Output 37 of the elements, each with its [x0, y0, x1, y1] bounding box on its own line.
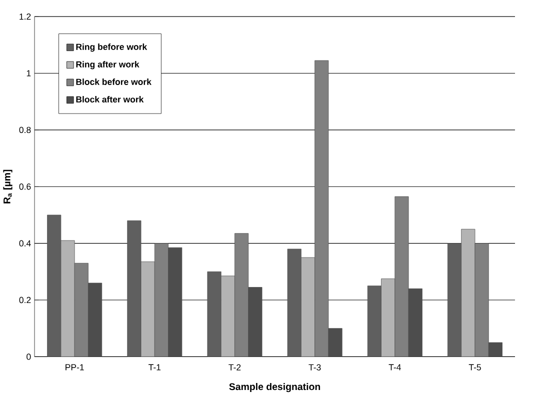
bar [140, 261, 155, 357]
bar [447, 243, 462, 357]
bar [314, 60, 328, 357]
x-tick-label: T-2 [228, 364, 241, 370]
x-tick-label: T-4 [388, 364, 401, 370]
x-tick-label: PP-1 [66, 364, 84, 370]
x-tick-label: T-5 [468, 364, 481, 370]
bar [127, 220, 142, 357]
bar [47, 214, 62, 357]
bar [367, 286, 382, 357]
legend-label: Ring before work [76, 43, 148, 52]
bar [394, 196, 409, 357]
legend-label: Ring after work [76, 60, 140, 70]
bar [207, 271, 222, 357]
y-axis-title: R$_{a}$ [µm] [3, 170, 12, 204]
y-tick-label: 0.2 [19, 296, 31, 304]
bar [74, 262, 88, 357]
y-tick-label: 0.6 [19, 183, 31, 190]
bar [234, 233, 249, 357]
bar [474, 243, 489, 357]
x-tick-label: T-3 [308, 364, 321, 370]
bar [381, 278, 396, 357]
y-tick-label: 1.2 [20, 13, 31, 20]
y-tick-label: 0.4 [19, 240, 31, 246]
y-tick-label: 0 [26, 354, 31, 360]
y-tick-label: 0.8 [19, 126, 31, 133]
bar [60, 240, 75, 357]
x-tick-label: T-1 [148, 364, 161, 370]
legend-label: Block before work [76, 78, 152, 85]
bar [461, 228, 476, 357]
bar [154, 243, 168, 357]
bar [288, 248, 302, 357]
y-tick-label: 1 [26, 70, 31, 76]
x-axis-title: Sample designation [229, 382, 320, 392]
bar [301, 257, 315, 357]
bar [220, 276, 235, 357]
legend-label: Block after work [76, 96, 144, 102]
